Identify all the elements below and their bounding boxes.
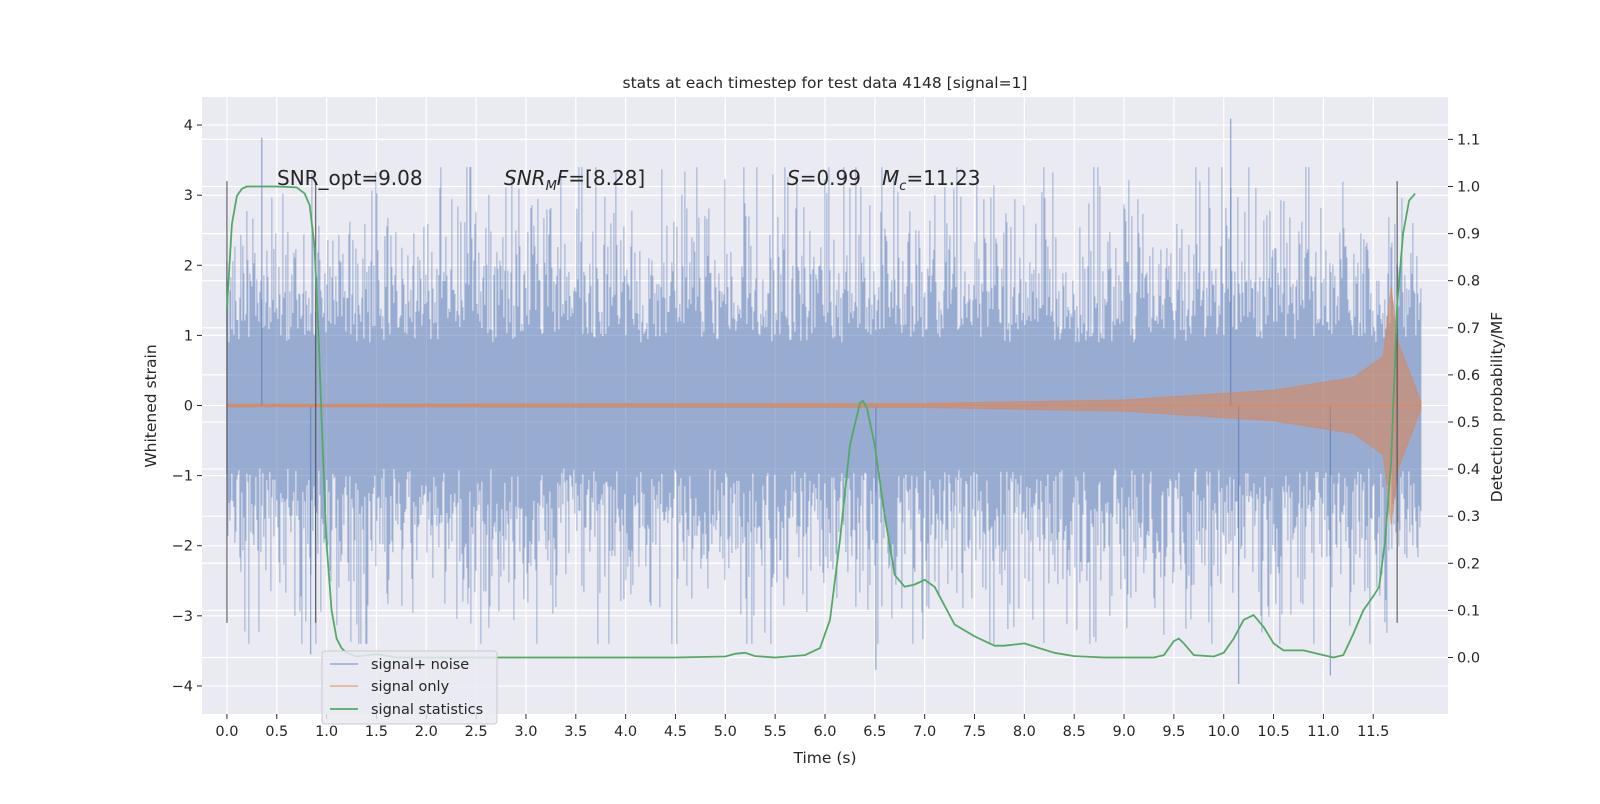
y-tick-label: −3	[172, 609, 193, 625]
y2-tick-label: 0.2	[1457, 556, 1480, 572]
snr-opt-annotation: SNR_opt=9.08	[277, 166, 423, 190]
y2-tick-label: 0.6	[1457, 368, 1480, 384]
y2-tick-label: 0.5	[1457, 415, 1480, 431]
x-tick-label: 4.0	[614, 724, 637, 740]
snr-mf-annotation: SNRMF=[8.28]	[504, 166, 645, 194]
y2-tick-label: 1.1	[1457, 132, 1480, 148]
s-annotation: S=0.99	[787, 166, 861, 190]
x-tick-label: 9.5	[1162, 724, 1185, 740]
x-tick-label: 1.0	[315, 724, 338, 740]
x-tick-label: 0.5	[265, 724, 288, 740]
legend-box	[321, 650, 498, 725]
series-signal-only	[226, 286, 1422, 525]
x-tick-label: 10.0	[1208, 724, 1240, 740]
x-tick-label: 10.5	[1257, 724, 1289, 740]
signal-statistics-line	[226, 185, 1416, 659]
x-tick-label: 7.5	[963, 724, 986, 740]
snr-mf-value: =[8.28]	[568, 166, 645, 190]
y2-tick-label: 0.3	[1457, 509, 1480, 525]
x-tick-label: 1.5	[365, 724, 388, 740]
x-axis-ticks: 0.0 0.5 1.0 1.5 2.0 2.5 3.0 3.5 4.0 4.5 5.0 5.5 6.0 6…	[215, 714, 1389, 740]
y-axis-ticks: −4 −3 −2 −1 0 1 2 3 4	[172, 118, 202, 695]
x-tick-label: 4.5	[664, 724, 687, 740]
x-tick-label: 2.5	[465, 724, 488, 740]
y-tick-label: 4	[184, 118, 193, 134]
x-tick-label: 8.5	[1063, 724, 1086, 740]
series-signal-statistics	[226, 185, 1416, 659]
legend-label-signal-only: signal only	[371, 679, 450, 695]
y-tick-label: −4	[172, 679, 193, 695]
y2-tick-label: 0.8	[1457, 274, 1480, 290]
x-tick-label: 3.0	[514, 724, 537, 740]
y-tick-label: −1	[172, 469, 193, 485]
y-tick-label: −2	[172, 539, 193, 555]
y-tick-label: 1	[184, 328, 193, 344]
x-tick-label: 9.0	[1113, 724, 1136, 740]
y2-tick-label: 0.0	[1457, 650, 1480, 666]
y-tick-label: 0	[184, 399, 193, 415]
x-tick-label: 0.0	[215, 724, 238, 740]
x-tick-label: 6.0	[813, 724, 836, 740]
mc-annotation: Mc=11.23	[882, 166, 980, 194]
x-axis-label: Time (s)	[792, 749, 856, 767]
x-tick-label: 5.5	[764, 724, 787, 740]
legend: signal+ noise signal only signal statist…	[321, 650, 498, 725]
y-tick-label: 3	[184, 188, 193, 204]
x-tick-label: 2.0	[415, 724, 438, 740]
legend-label-signal-plus-noise: signal+ noise	[371, 657, 469, 673]
x-tick-label: 7.0	[913, 724, 936, 740]
x-tick-label: 11.0	[1307, 724, 1339, 740]
y2-tick-label: 0.4	[1457, 462, 1480, 478]
y-axis-label: Whitened strain	[142, 344, 160, 467]
legend-label-signal-statistics: signal statistics	[371, 702, 483, 718]
x-tick-label: 11.5	[1357, 724, 1389, 740]
y2-tick-label: 0.1	[1457, 603, 1480, 619]
x-tick-label: 6.5	[863, 724, 886, 740]
y2-axis-ticks: 0.0 0.1 0.2 0.3 0.4 0.5 0.6 0.7 0.8 0.9 1.0 1.1	[1448, 132, 1480, 666]
y-tick-label: 2	[184, 258, 193, 274]
chart-title: stats at each timestep for test data 414…	[623, 74, 1028, 92]
x-tick-label: 5.0	[714, 724, 737, 740]
y2-tick-label: 1.0	[1457, 179, 1480, 195]
y2-axis-label: Detection probability/MF	[1488, 312, 1506, 503]
y2-tick-label: 0.7	[1457, 321, 1480, 337]
y2-tick-label: 0.9	[1457, 227, 1480, 243]
x-tick-label: 8.0	[1013, 724, 1036, 740]
x-tick-label: 3.5	[564, 724, 587, 740]
